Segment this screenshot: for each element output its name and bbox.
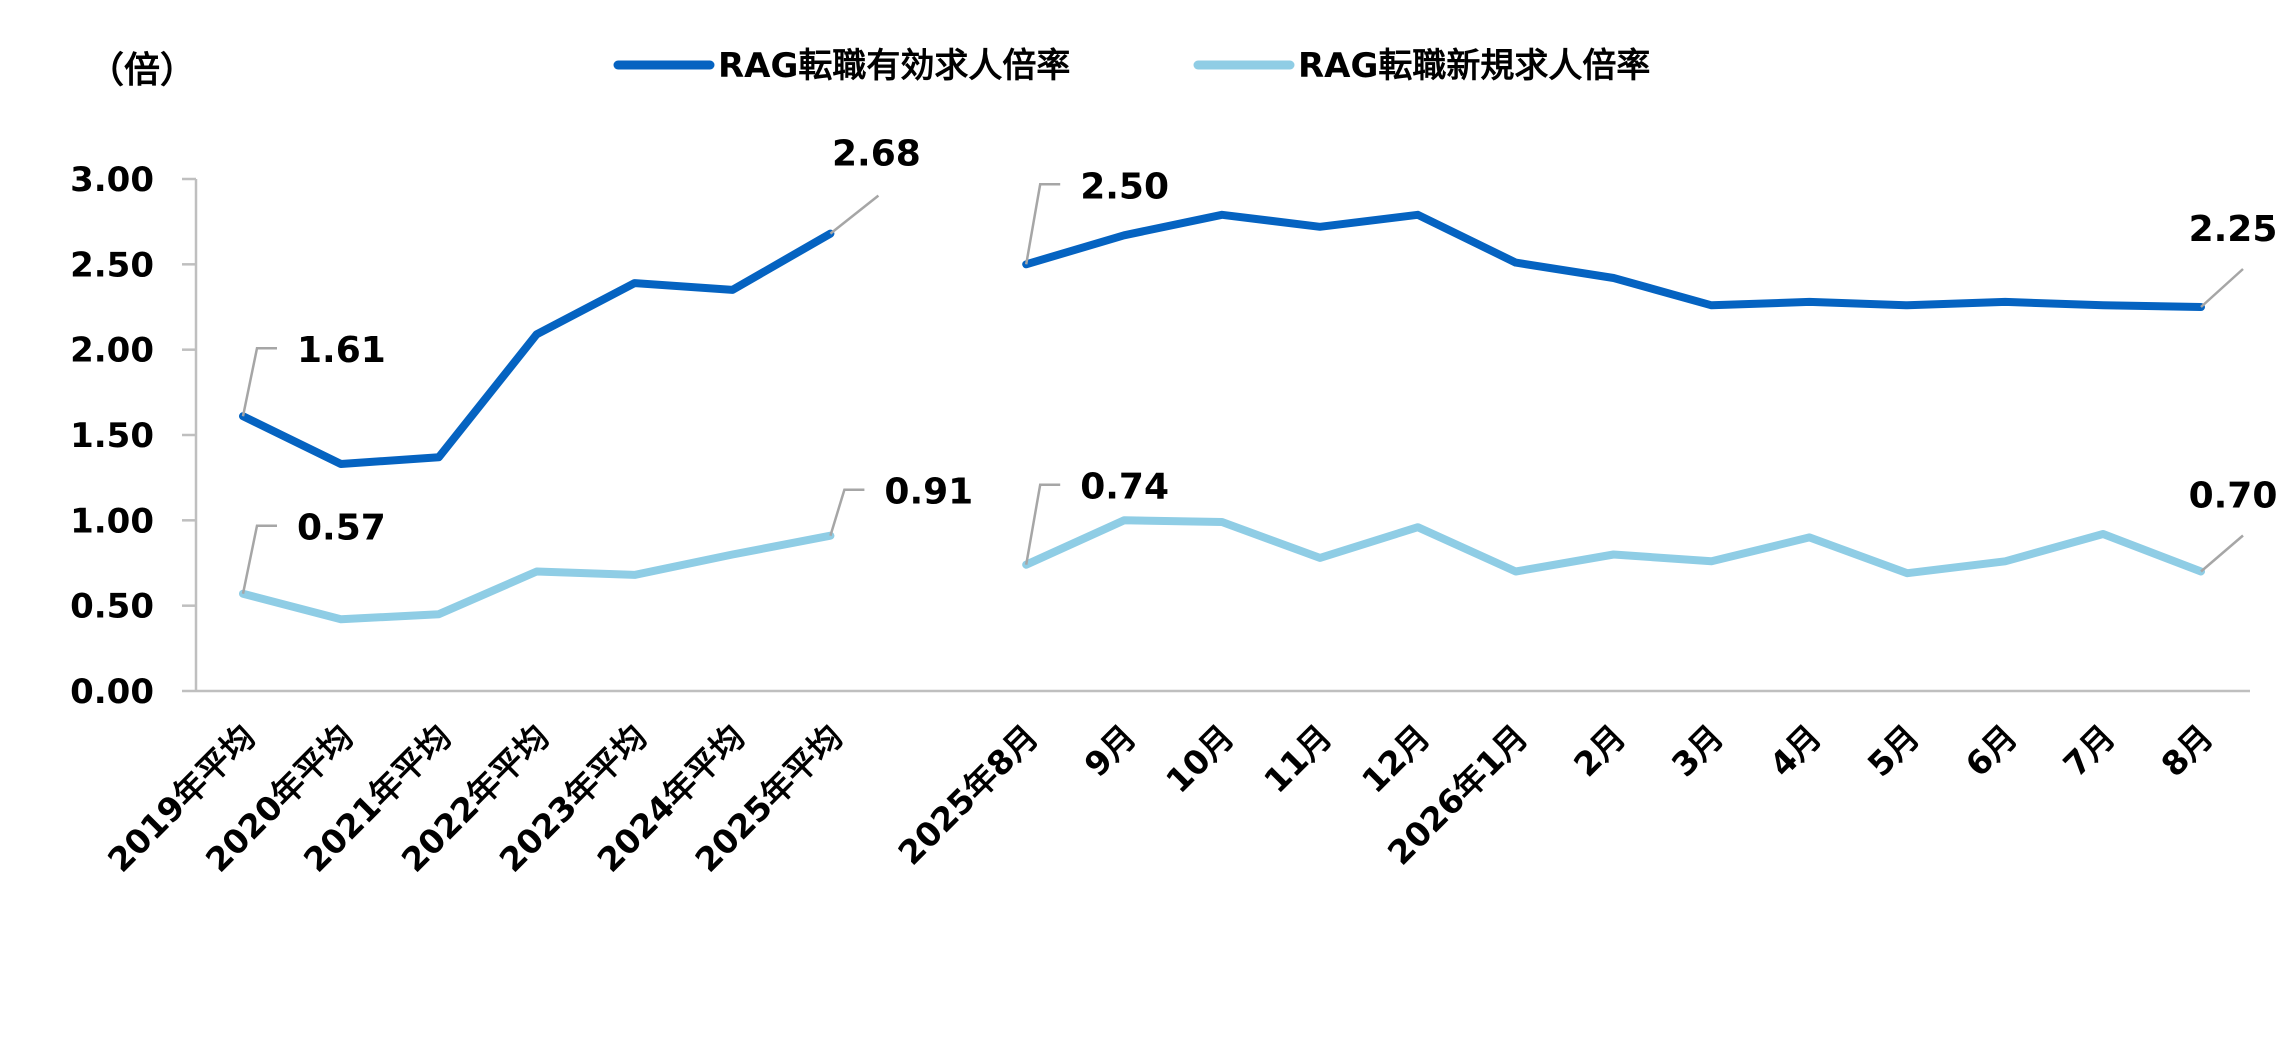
data-label-leader [1024,483,1061,565]
new-ratio-line-segment-2 [1022,516,2205,578]
x-tick-label: 2025年8月 [890,717,1045,872]
legend-label-new: RAG転職新規求人倍率 [1298,46,1650,86]
data-label: 2.50 [1080,166,1169,207]
data-label-leader [241,346,277,417]
x-tick-label: 8月 [2154,717,2221,784]
x-tick-label: 6月 [1958,717,2025,784]
x-tick-label: 4月 [1762,717,1829,784]
data-label: 0.57 [297,508,386,549]
x-tick-label: 10月 [1158,717,1241,800]
new-ratio-line-segment-1 [239,531,835,624]
data-label-leader [829,488,865,537]
x-tick-label: 5月 [1860,717,1927,784]
y-axis: 3.00 2.50 2.00 1.50 1.00 0.50 0.00 [70,160,198,712]
x-tick-label: 12月 [1354,717,1437,800]
y-tick-label: 2.50 [70,245,154,285]
data-label-leader [829,194,880,235]
y-tick-label: 1.00 [70,501,154,541]
x-tick-label: 11月 [1256,717,1339,800]
x-tick-label: 9月 [1077,717,1144,784]
data-label-layer: 1.61 2.68 2.50 2.25 0.57 0.91 0.74 0.70 [241,134,2278,594]
x-tick-label: 2月 [1566,717,1633,784]
data-label: 0.91 [884,472,973,513]
data-label-leader [1024,183,1061,265]
y-tick-label: 1.50 [70,416,154,456]
data-label: 2.25 [2189,209,2278,250]
data-label-leader [2200,268,2244,308]
y-tick-label: 0.00 [70,672,154,712]
x-tick-label: 7月 [2056,717,2123,784]
y-tick-label: 3.00 [70,160,154,200]
y-tick-label: 0.50 [70,587,154,627]
y-tick-label: 2.00 [70,331,154,371]
data-label-leader [2200,534,2244,573]
data-label: 0.74 [1080,467,1169,508]
series-layer [239,210,2205,624]
data-label-leader [241,524,277,594]
data-label: 2.68 [832,134,921,175]
y-axis-unit-label: （倍） [88,50,196,91]
legend-label-effective: RAG転職有効求人倍率 [718,46,1070,86]
effective-ratio-line-segment-2 [1022,210,2205,311]
data-label: 1.61 [297,330,386,371]
data-label: 0.70 [2189,476,2278,517]
legend: RAG転職有効求人倍率 RAG転職新規求人倍率 [613,46,1650,86]
effective-ratio-line-segment-1 [239,229,835,468]
x-tick-label: 3月 [1664,717,1731,784]
x-axis: 2019年平均2020年平均2021年平均2022年平均2023年平均2024年… [100,689,2250,880]
